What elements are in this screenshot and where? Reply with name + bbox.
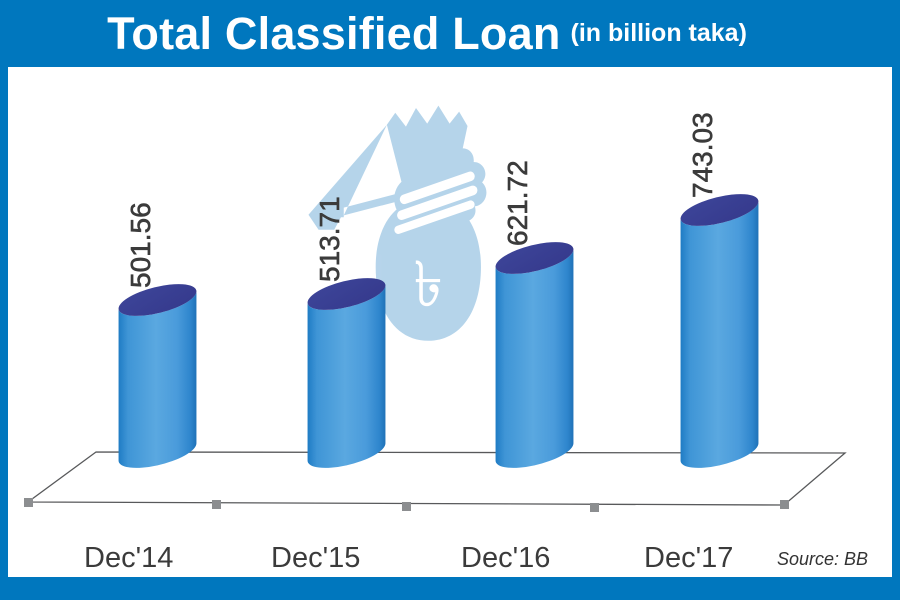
svg-text:621.72: 621.72 [502, 160, 533, 246]
svg-text:Source: BB: Source: BB [777, 549, 868, 569]
svg-text:513.71: 513.71 [314, 196, 345, 282]
svg-text:৳: ৳ [414, 249, 443, 319]
svg-text:Dec'15: Dec'15 [271, 542, 360, 574]
svg-text:743.03: 743.03 [687, 112, 718, 198]
svg-text:Dec'17: Dec'17 [644, 542, 733, 574]
svg-text:Dec'16: Dec'16 [461, 542, 550, 574]
svg-text:501.56: 501.56 [125, 202, 156, 288]
svg-text:Dec'14: Dec'14 [84, 542, 173, 574]
